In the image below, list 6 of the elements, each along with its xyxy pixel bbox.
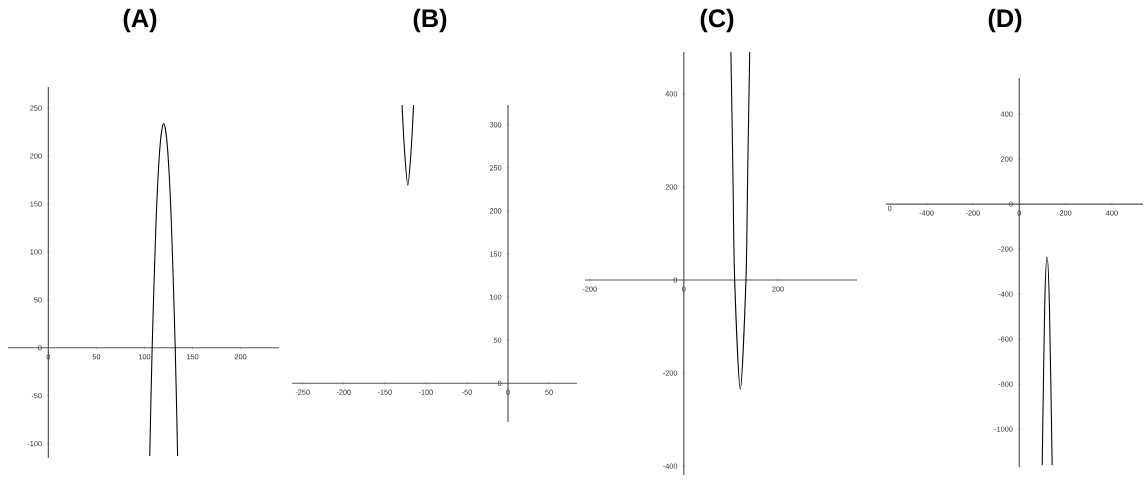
chart-title: (D): [988, 8, 1022, 33]
chart-title: (C): [700, 8, 734, 33]
line-series: [730, 51, 751, 390]
line-series: [149, 122, 179, 457]
chart-title: (B): [413, 8, 447, 33]
chart-title: (A): [123, 8, 157, 33]
